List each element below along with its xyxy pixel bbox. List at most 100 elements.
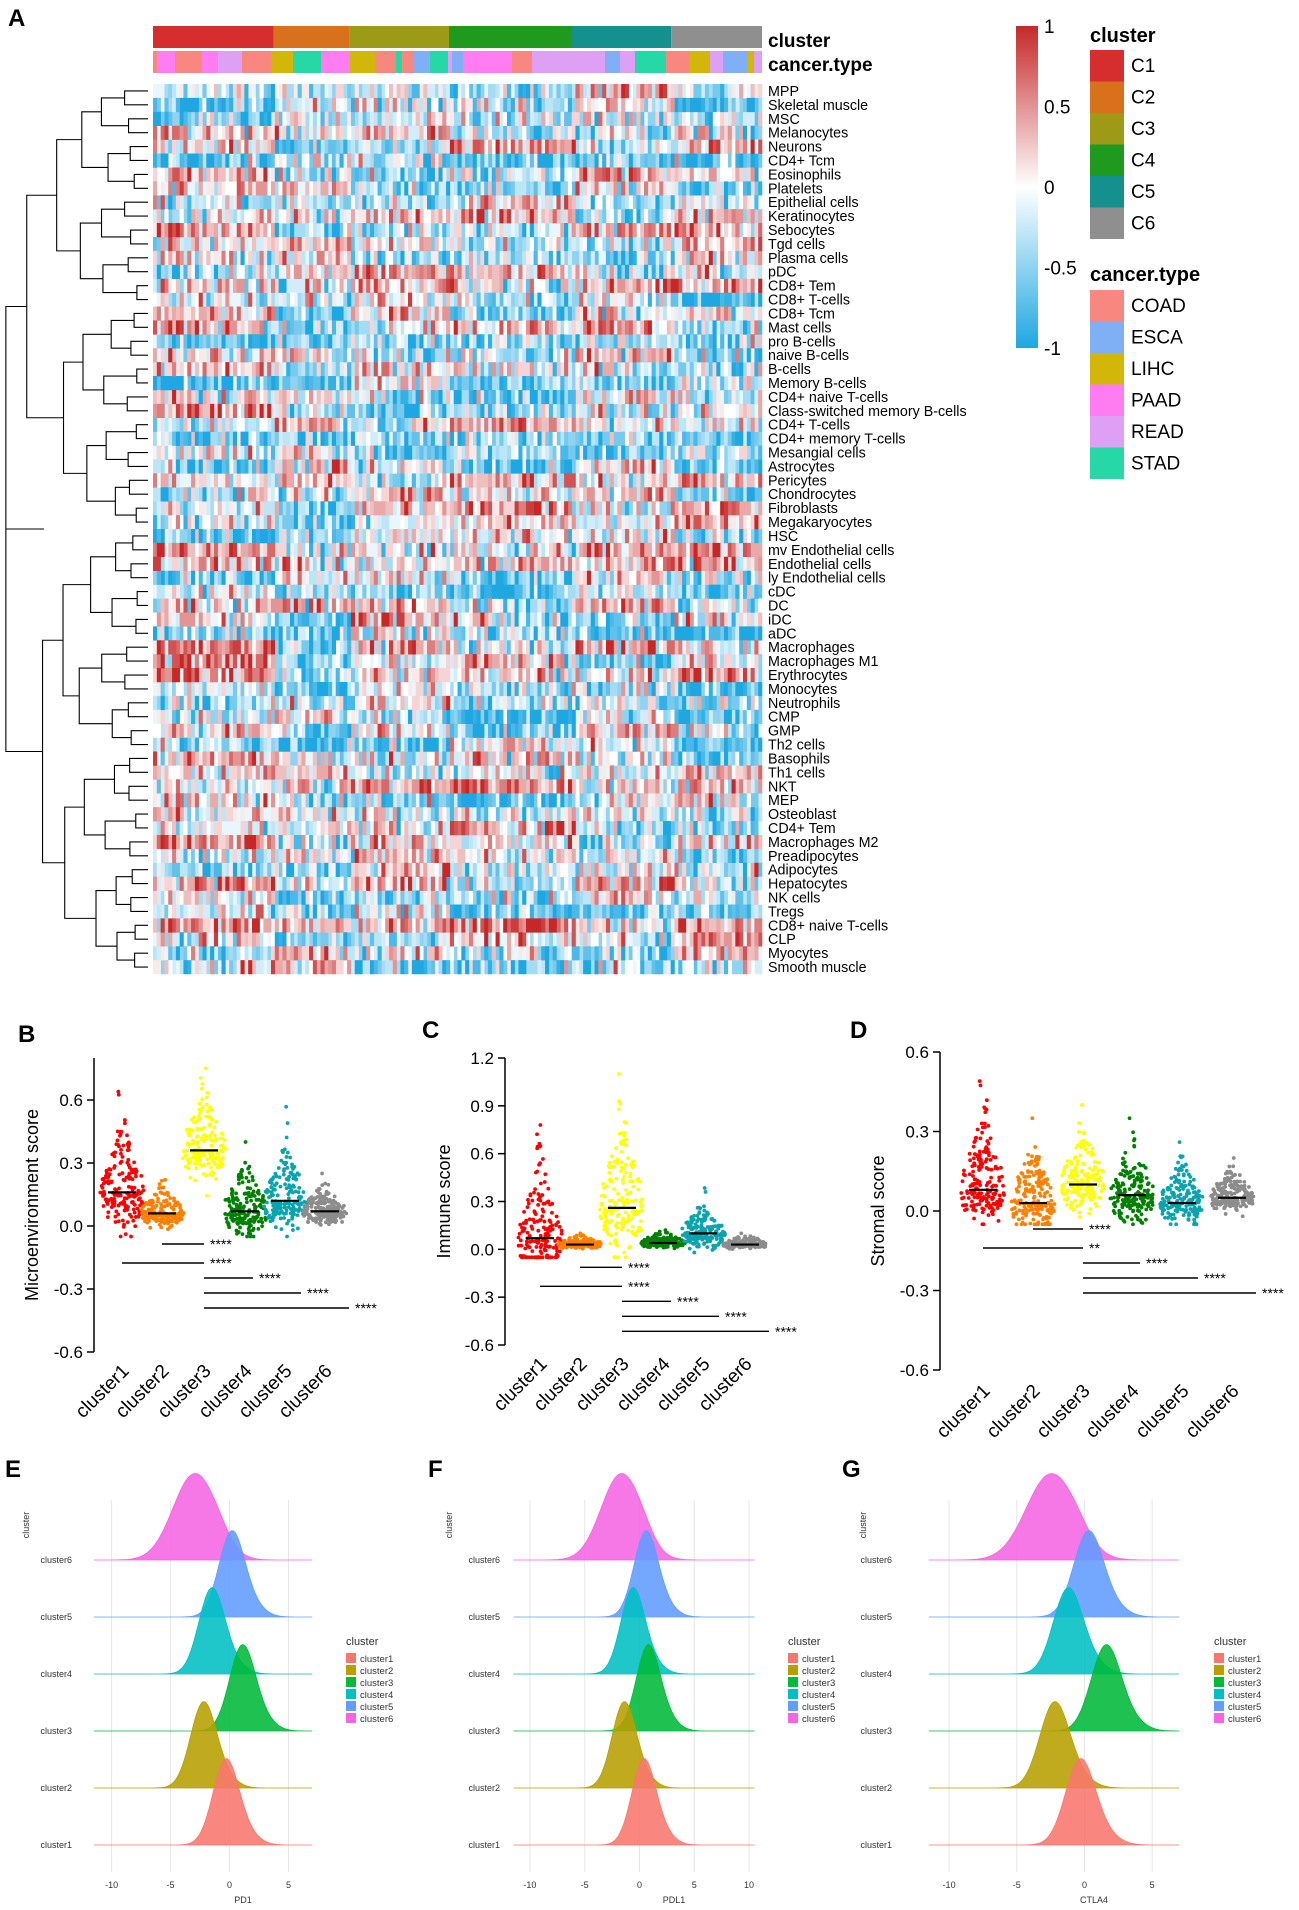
- legend-label: cluster1: [1228, 1654, 1261, 1665]
- data-point: [732, 1236, 737, 1241]
- dot-cluster-cluster4: [639, 1228, 687, 1251]
- legend-swatch-COAD: [1090, 290, 1124, 322]
- data-point: [730, 1247, 735, 1252]
- data-point: [1136, 1190, 1141, 1194]
- x-tick-label: cluster6: [1182, 1381, 1244, 1443]
- data-point: [631, 1184, 636, 1189]
- data-point: [188, 1175, 193, 1180]
- dendrogram-branch: [64, 806, 97, 919]
- data-point: [190, 1128, 194, 1133]
- data-point: [316, 1204, 321, 1209]
- dendrogram-branch: [124, 201, 148, 217]
- data-point: [161, 1199, 166, 1204]
- data-point: [148, 1225, 153, 1230]
- legend-swatch: [346, 1701, 356, 1711]
- x-tick-label: cluster3: [1033, 1381, 1095, 1443]
- ridge-cluster4: [928, 1587, 1180, 1675]
- data-point: [1069, 1160, 1073, 1164]
- cancer-type-segment: [430, 51, 448, 73]
- data-point: [1226, 1199, 1231, 1204]
- data-point: [1128, 1199, 1133, 1204]
- data-point: [995, 1206, 1000, 1210]
- data-point: [286, 1177, 291, 1182]
- data-point: [546, 1199, 551, 1204]
- ridge-row-label: cluster2: [468, 1783, 500, 1793]
- data-point: [995, 1166, 1000, 1171]
- data-point: [332, 1194, 337, 1199]
- data-point: [666, 1237, 671, 1241]
- data-point: [599, 1203, 604, 1208]
- data-point: [975, 1193, 980, 1198]
- data-point: [631, 1231, 635, 1236]
- panel-letter-c: C: [422, 1017, 439, 1044]
- data-point: [610, 1198, 615, 1203]
- panel-f-pdl1-ridges: F-10 -5 0 5 10PDL1clustercluster6cluster5clu…: [428, 1456, 835, 1905]
- data-point: [1132, 1138, 1136, 1143]
- data-point: [1236, 1201, 1240, 1206]
- data-point: [326, 1182, 331, 1187]
- data-point: [1138, 1172, 1143, 1176]
- data-point: [574, 1233, 579, 1238]
- data-point: [1075, 1173, 1079, 1178]
- data-point: [159, 1202, 163, 1207]
- heatmap-row-label: naive B-cells: [768, 348, 849, 364]
- dendrogram-branch: [102, 264, 137, 294]
- dendrogram-branch: [131, 869, 148, 885]
- dendrogram-branch: [126, 396, 148, 412]
- data-point: [623, 1143, 628, 1147]
- data-point: [291, 1228, 295, 1232]
- legend-label: cluster4: [1228, 1690, 1261, 1701]
- data-point: [743, 1240, 748, 1245]
- data-point: [1197, 1189, 1201, 1194]
- y-tick-label: 0.0: [59, 1217, 83, 1236]
- data-point: [520, 1255, 525, 1260]
- data-point: [1196, 1200, 1201, 1205]
- data-point: [1036, 1199, 1041, 1203]
- data-point: [235, 1231, 239, 1236]
- data-point: [709, 1235, 714, 1239]
- dendrogram-branch: [101, 653, 127, 683]
- data-point: [142, 1215, 147, 1219]
- data-point: [1014, 1222, 1019, 1227]
- data-point: [959, 1191, 964, 1195]
- data-point: [313, 1216, 318, 1221]
- data-point: [1178, 1196, 1183, 1201]
- data-point: [277, 1175, 282, 1180]
- data-point: [177, 1218, 181, 1223]
- data-point: [980, 1125, 985, 1130]
- ridge-cluster1: [928, 1758, 1180, 1846]
- data-point: [1049, 1211, 1054, 1216]
- ridge-cluster1: [93, 1758, 313, 1846]
- data-point: [104, 1168, 109, 1173]
- legend-swatch-C1: [1090, 50, 1124, 82]
- data-point: [1090, 1186, 1094, 1191]
- data-point: [1176, 1160, 1180, 1165]
- data-point: [282, 1205, 287, 1210]
- data-point: [266, 1189, 271, 1194]
- data-point: [1120, 1181, 1125, 1186]
- data-point: [244, 1221, 249, 1226]
- cancer-type-segment: [402, 51, 414, 73]
- data-point: [695, 1206, 700, 1210]
- data-point: [306, 1220, 310, 1224]
- data-point: [231, 1200, 236, 1205]
- data-point: [223, 1197, 228, 1202]
- dendrogram-branch: [79, 222, 103, 280]
- data-point: [525, 1230, 530, 1235]
- data-point: [961, 1195, 966, 1200]
- data-point: [1231, 1156, 1236, 1160]
- data-point: [208, 1107, 213, 1112]
- data-point: [113, 1150, 118, 1155]
- data-point: [1228, 1190, 1233, 1195]
- data-point: [620, 1196, 624, 1200]
- data-point: [997, 1175, 1002, 1180]
- cancer-type-segment: [202, 51, 218, 73]
- significance-label: ****: [307, 1285, 329, 1301]
- data-point: [516, 1235, 521, 1240]
- x-tick-label: cluster4: [1082, 1380, 1144, 1442]
- data-point: [222, 1138, 227, 1143]
- data-point: [993, 1192, 997, 1197]
- data-point: [1186, 1172, 1191, 1177]
- dot-cluster-cluster5: [1158, 1140, 1205, 1227]
- ridge-cluster5: [513, 1530, 755, 1618]
